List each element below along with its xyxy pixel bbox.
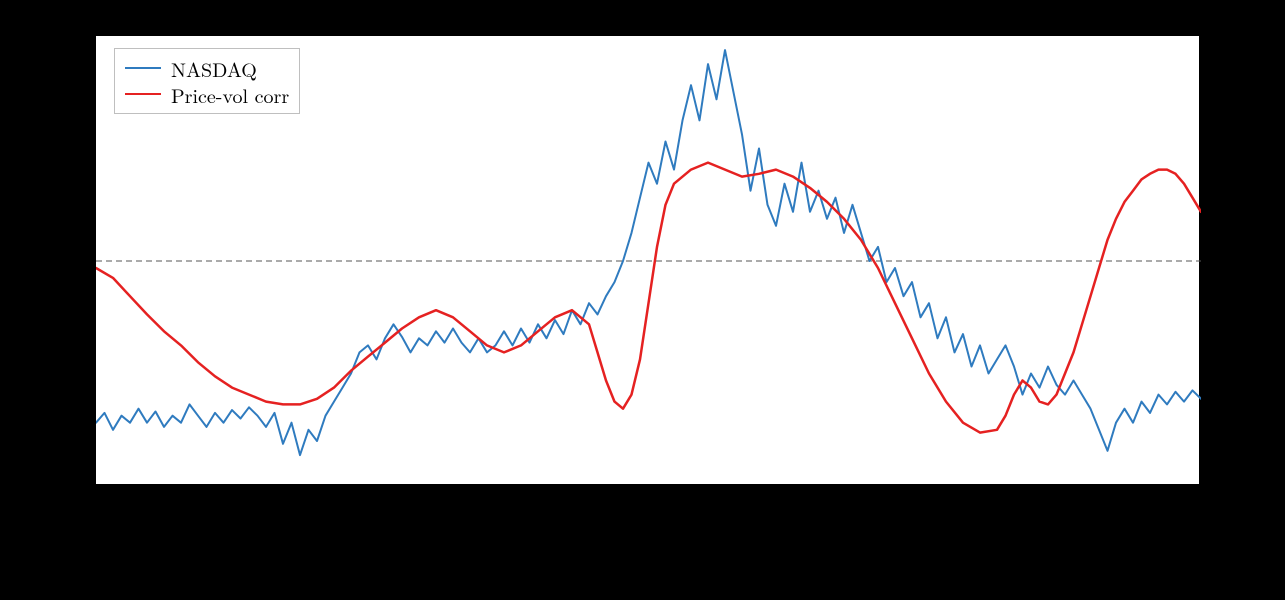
legend-item-nasdaq: NASDAQ xyxy=(125,55,289,81)
legend-item-pricevol: Price-vol corr xyxy=(125,81,289,107)
legend-label-pricevol: Price-vol corr xyxy=(171,80,289,109)
legend-swatch-nasdaq xyxy=(125,67,161,69)
chart-plot-area: NASDAQ Price-vol corr xyxy=(95,35,1200,485)
series-pricevol-line xyxy=(96,163,1201,433)
legend-swatch-pricevol xyxy=(125,93,161,95)
chart-legend: NASDAQ Price-vol corr xyxy=(114,48,300,114)
legend-label-nasdaq: NASDAQ xyxy=(171,54,257,83)
